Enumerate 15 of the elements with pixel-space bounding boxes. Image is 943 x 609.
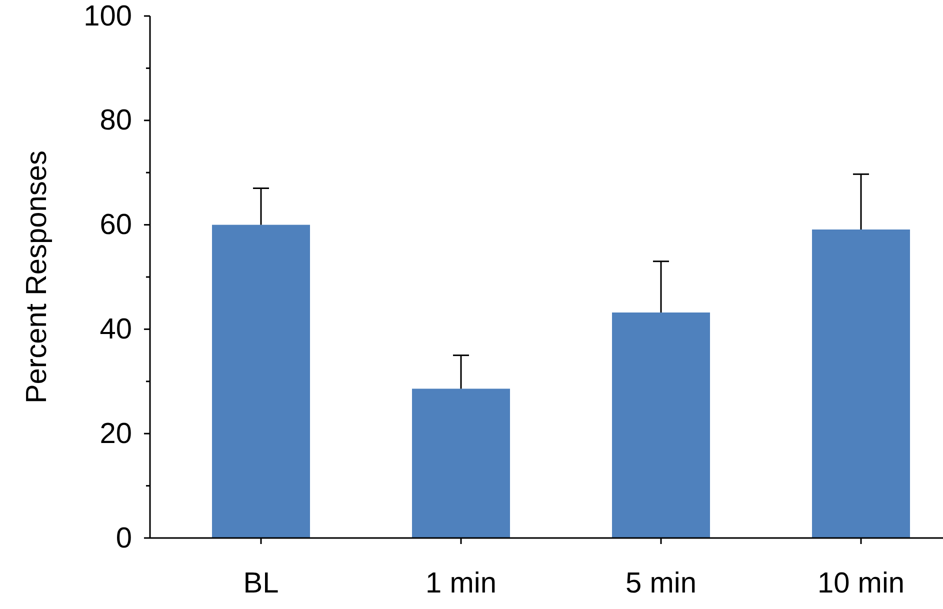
y-tick-label: 100 [84,0,132,32]
bar [812,230,910,538]
x-tick-label: 10 min [817,568,905,600]
x-tick-label: BL [243,568,279,600]
y-tick-label: 20 [100,418,132,450]
y-tick-label: 40 [100,313,132,346]
bar [412,388,510,538]
x-tick-label: 5 min [626,568,696,600]
x-tick-label: 1 min [426,568,496,600]
bar [612,312,710,538]
y-tick-label: 60 [100,209,132,242]
y-axis-title: Percent Responses [21,150,53,404]
y-tick-label: 80 [100,104,132,137]
y-tick-label: 0 [116,522,132,554]
bar [212,224,310,538]
